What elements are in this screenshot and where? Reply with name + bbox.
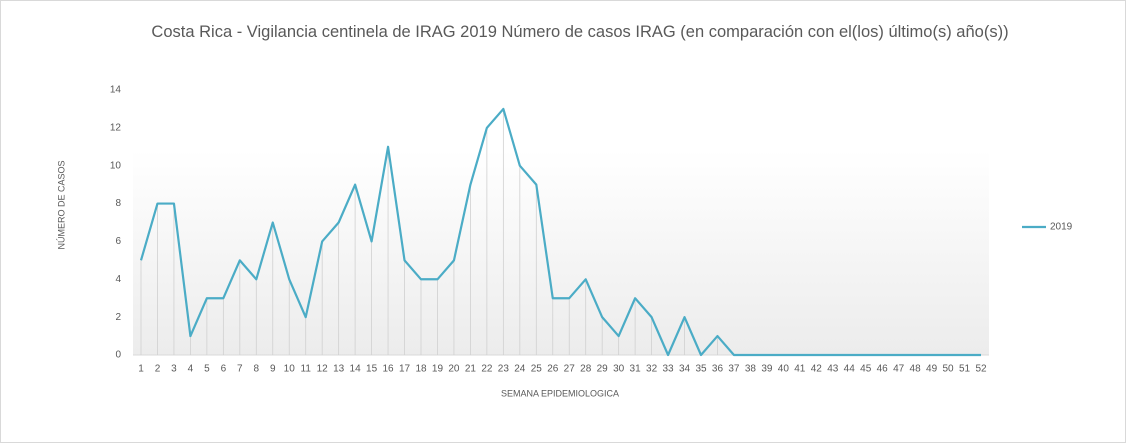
x-tick-label: 35 [695,364,707,375]
x-tick-label: 29 [597,364,609,375]
x-tick-label: 44 [844,364,856,375]
x-tick-label: 3 [171,364,177,375]
x-tick-label: 16 [382,364,394,375]
line-series [139,107,981,357]
x-tick-label: 41 [794,364,806,375]
x-tick-label: 28 [580,364,592,375]
x-tick-label: 21 [465,364,477,375]
x-tick-label: 48 [910,364,922,375]
x-tick-label: 6 [221,364,227,375]
x-tick-label: 8 [254,364,260,375]
x-tick-label: 18 [415,364,427,375]
x-tick-label: 50 [942,364,954,375]
x-axis-label: SEMANA EPIDEMIOLOGICA [501,388,619,398]
x-tick-label: 23 [498,364,510,375]
x-tick-label: 31 [630,364,642,375]
y-tick-label: 14 [110,85,122,96]
x-tick-label: 2 [155,364,161,375]
x-tick-label: 19 [432,364,444,375]
x-tick-label: 33 [662,364,674,375]
x-tick-label: 5 [204,364,210,375]
y-tick-label: 0 [115,350,121,361]
y-tick-label: 4 [115,274,121,285]
legend-label: 2019 [1050,222,1073,233]
x-tick-label: 24 [514,364,526,375]
y-tick-label: 2 [115,312,121,323]
x-tick-label: 14 [350,364,362,375]
x-tick-label: 15 [366,364,378,375]
y-tick-label: 8 [115,198,121,209]
x-tick-label: 32 [646,364,658,375]
x-tick-label: 7 [237,364,243,375]
y-tick-label: 6 [115,236,121,247]
x-tick-label: 34 [679,364,691,375]
x-tick-label: 30 [613,364,625,375]
x-tick-label: 51 [959,364,971,375]
x-tick-label: 1 [138,364,144,375]
x-tick-label: 17 [399,364,411,375]
y-axis-label: NÚMERO DE CASOS [56,160,66,249]
y-tick-label: 12 [110,122,122,133]
x-tick-label: 37 [728,364,740,375]
x-tick-label: 46 [877,364,889,375]
x-tick-label: 40 [778,364,790,375]
x-tick-label: 22 [481,364,493,375]
x-tick-label: 9 [270,364,276,375]
x-tick-label: 13 [333,364,345,375]
x-tick-label: 20 [448,364,460,375]
x-tick-label: 49 [926,364,938,375]
x-tick-label: 36 [712,364,724,375]
chart-title: Costa Rica - Vigilancia centinela de IRA… [151,23,1009,41]
x-tick-label: 25 [531,364,543,375]
x-tick-label: 39 [761,364,773,375]
x-tick-label: 10 [284,364,296,375]
x-tick-label: 42 [811,364,823,375]
plot-background [133,150,989,355]
x-tick-label: 45 [860,364,872,375]
x-tick-label: 11 [301,364,312,375]
x-tick-label: 52 [975,364,987,375]
x-tick-label: 27 [564,364,576,375]
x-tick-label: 47 [893,364,905,375]
x-tick-label: 38 [745,364,757,375]
y-tick-label: 10 [110,160,122,171]
x-tick-label: 12 [317,364,329,375]
x-tick-label: 26 [547,364,559,375]
x-tick-label: 43 [827,364,839,375]
x-tick-label: 4 [188,364,194,375]
